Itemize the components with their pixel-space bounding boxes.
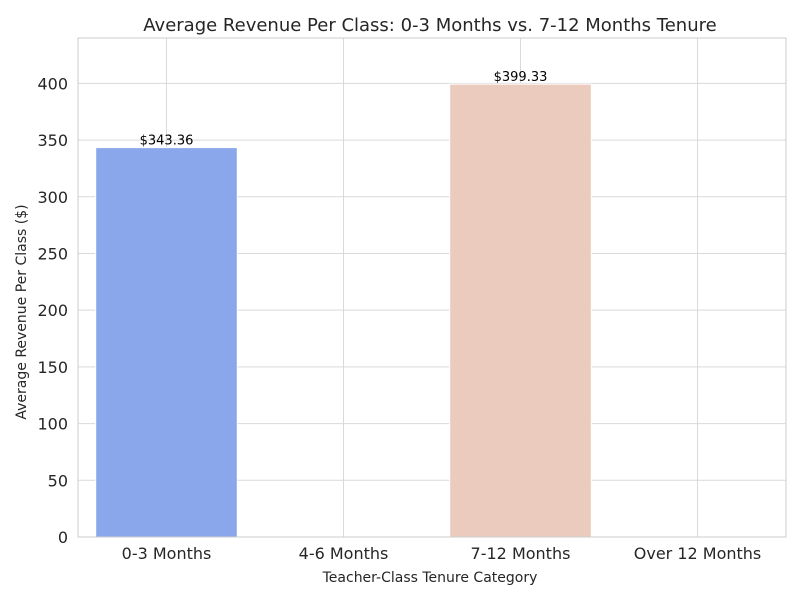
- y-tick-label: 200: [37, 301, 68, 320]
- x-tick-label: 7-12 Months: [471, 544, 571, 563]
- y-tick-label: 100: [37, 415, 68, 434]
- x-tick-label: Over 12 Months: [634, 544, 762, 563]
- data-labels: $343.36 $399.33: [140, 70, 548, 148]
- data-label: $399.33: [494, 70, 548, 85]
- y-tick-label: 250: [37, 244, 68, 263]
- y-tick-label: 0: [58, 528, 68, 547]
- y-tick-label: 400: [37, 74, 68, 93]
- y-tick-label: 150: [37, 358, 68, 377]
- plot-border: [77, 37, 787, 538]
- bars: [95, 83, 592, 538]
- x-axis-label: Teacher-Class Tenure Category: [322, 570, 538, 586]
- x-tick-label: 0-3 Months: [122, 544, 212, 563]
- y-tick-label: 350: [37, 131, 68, 150]
- data-label: $343.36: [140, 134, 194, 149]
- y-tick-label: 50: [48, 471, 68, 490]
- x-tick-label: 4-6 Months: [299, 544, 389, 563]
- bar-7-12-months: [449, 83, 592, 538]
- plot-frame: [77, 37, 787, 538]
- bar-0-3-months: [95, 147, 238, 538]
- y-axis-label: Average Revenue Per Class ($): [14, 204, 30, 419]
- y-tick-label: 300: [37, 188, 68, 207]
- tick-labels: 0 50 100 150 200 250 300 350 400 0-3 Months 4-6 Mo…: [37, 74, 761, 563]
- chart-title: Average Revenue Per Class: 0-3 Months vs…: [143, 15, 716, 36]
